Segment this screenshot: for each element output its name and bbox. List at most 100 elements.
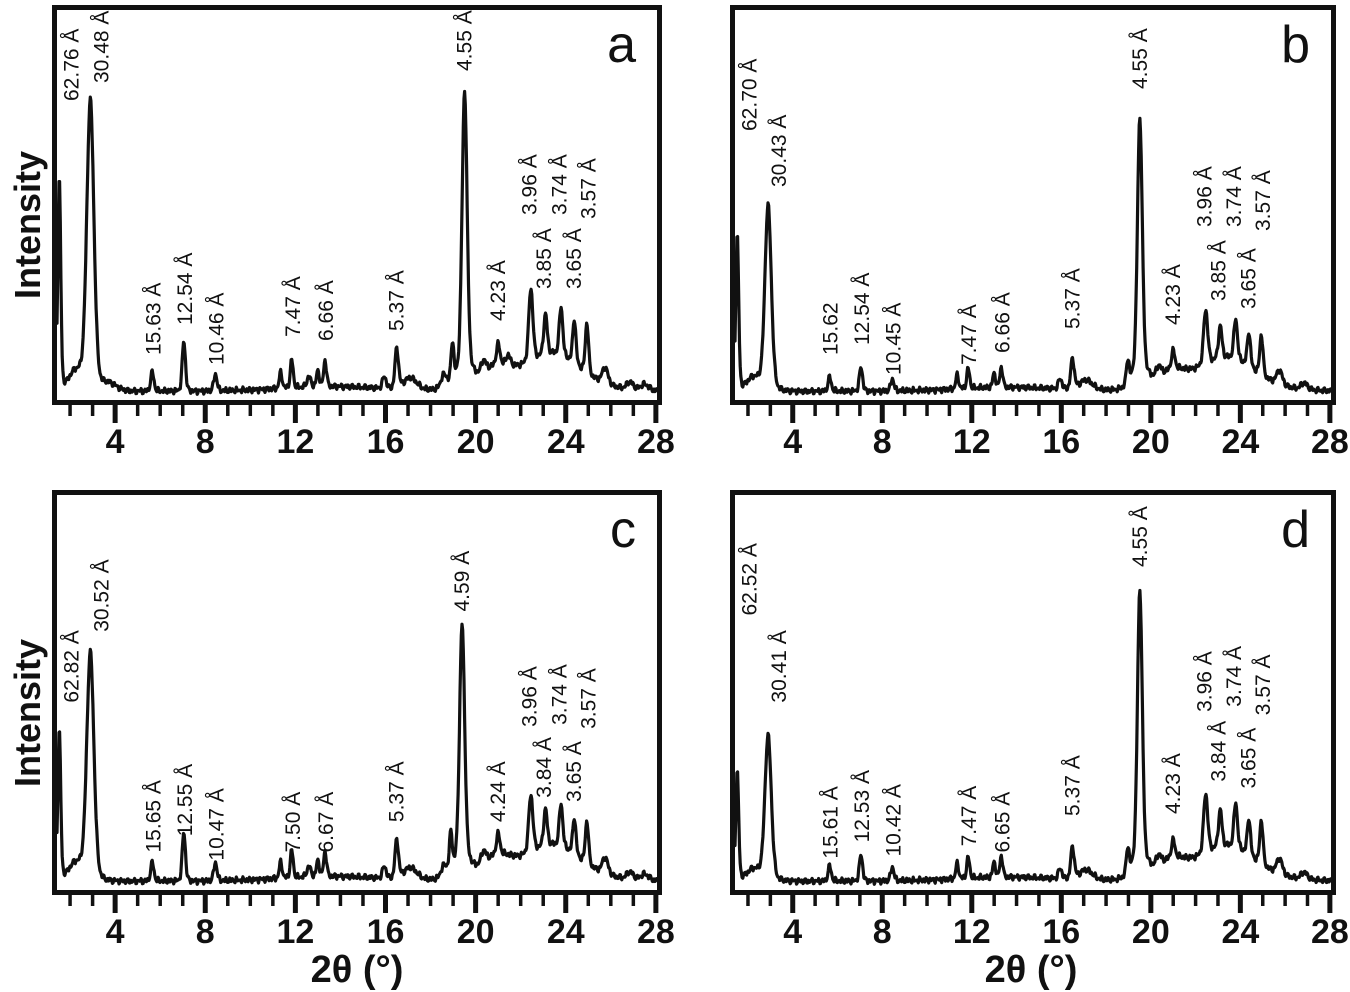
x-tick-label: 24 [1221,913,1259,951]
peak-label: 12.55 Å [174,764,197,836]
x-tick-label: 20 [457,423,495,461]
x-tick-label: 24 [547,423,585,461]
peak-label: 3.74 Å [1223,646,1246,707]
x-axis-label-left: 2θ (°) [310,949,404,991]
peak-label: 15.61 Å [820,786,843,858]
peak-annotations-c: 62.82 Å 30.52 Å 15.65 Å 12.55 Å 10.47 Å 7.50 … [61,551,601,861]
peak-label: 3.57 Å [1252,654,1275,715]
peak-label: 3.65 Å [1238,728,1261,789]
x-tick-label: 4 [106,913,125,951]
plot-frame-b [730,5,1336,405]
x-axis-ticks-c: 4 8 12 16 20 24 28 [68,893,675,951]
peak-annotations-a: 62.76 Å 30.48 Å 15.63 Å 12.54 Å 10.46 Å 7.47 … [61,10,601,365]
peak-label: 3.96 Å [519,154,542,215]
x-tick-label: 4 [783,423,802,461]
diffractogram-curve-d [734,588,1332,886]
x-tick-label: 28 [1311,913,1349,951]
peak-label: 7.47 Å [282,276,305,337]
x-axis-ticks-a: 4 8 12 16 20 24 28 [68,403,675,461]
peak-label: 15.62 [820,302,843,355]
peak-label: 30.48 Å [90,11,113,83]
x-axis-label-right: 2θ (°) [984,949,1078,991]
x-tick-label: 16 [1042,913,1080,951]
peak-label: 4.55 Å [1129,506,1152,567]
x-tick-label: 16 [367,913,405,951]
peak-label: 7.50 Å [282,792,305,853]
peak-label: 3.65 Å [1238,248,1261,309]
diffractogram-curve-c [56,622,658,886]
x-tick-label: 20 [1132,913,1170,951]
peak-label: 3.65 Å [563,741,586,802]
x-tick-label: 8 [873,913,892,951]
x-tick-label: 8 [873,423,892,461]
peak-label: 3.74 Å [1223,166,1246,227]
x-tick-label: 12 [953,423,991,461]
peak-label: 12.53 Å [851,770,874,842]
peak-label: 7.47 Å [958,786,981,847]
y-axis-label-top: Intensity [7,150,48,300]
x-axis-ticks-d: 4 8 12 16 20 24 28 [746,893,1349,951]
x-tick-label: 12 [276,423,314,461]
xrd-panel-d: 4 8 12 16 20 24 28 62.52 Å 30.41 Å 15.61 Å 12.53 Å… [730,490,1349,951]
xrd-panel-a: 4 8 12 16 20 24 28 62.76 Å 30.48 Å 15.63 Å 12.54 Å… [52,5,675,461]
peak-label: 4.59 Å [451,551,474,612]
peak-label: 10.45 Å [882,303,905,375]
peak-label: 30.52 Å [90,559,113,631]
y-axis-label-bottom: Intensity [7,638,48,788]
x-tick-label: 16 [1042,423,1080,461]
diffractogram-curve-a [56,89,658,396]
peak-label: 30.43 Å [768,115,791,187]
peak-label: 62.70 Å [738,59,761,131]
x-tick-label: 12 [953,913,991,951]
peak-label: 3.57 Å [1252,170,1275,231]
peak-label: 4.23 Å [1162,264,1185,325]
peak-annotations-b: 62.70 Å 30.43 Å 15.62 12.54 Å 10.45 Å 7.47 Å 6… [738,28,1275,375]
peak-label: 62.82 Å [61,630,84,702]
peak-label: 3.57 Å [578,668,601,729]
x-tick-label: 12 [276,913,314,951]
plot-area-d [734,588,1332,886]
panel-letter-c: c [610,501,636,559]
peak-label: 3.74 Å [549,154,572,215]
peak-label: 10.46 Å [205,293,228,365]
x-tick-label: 24 [547,913,585,951]
peak-label: 4.55 Å [1129,28,1152,89]
peak-label: 4.24 Å [487,761,510,822]
peak-label: 10.47 Å [205,788,228,860]
peak-label: 5.37 Å [386,761,409,822]
x-tick-label: 16 [367,423,405,461]
peak-label: 5.37 Å [1061,755,1084,816]
peak-label: 62.52 Å [738,543,761,615]
peak-label: 3.96 Å [1193,166,1216,227]
x-tick-label: 28 [637,423,675,461]
peak-label: 3.57 Å [578,158,601,219]
peak-label: 3.84 Å [1208,721,1231,782]
peak-label: 12.54 Å [174,253,197,325]
plot-frame-c [52,490,662,895]
x-tick-label: 4 [106,423,125,461]
panel-letter-a: a [607,16,636,74]
peak-label: 3.74 Å [549,664,572,725]
xrd-panel-b: 4 8 12 16 20 24 28 62.70 Å 30.43 Å 15.62 12.54 Å 10… [730,5,1349,461]
xrd-panel-c: 4 8 12 16 20 24 28 62.82 Å 30.52 Å 15.65 Å 12.55 Å… [52,490,675,951]
peak-label: 30.41 Å [768,630,791,702]
peak-label: 12.54 Å [851,273,874,345]
plot-frame-d [730,490,1336,895]
peak-label: 3.96 Å [1193,651,1216,712]
peak-label: 6.65 Å [991,792,1014,853]
x-tick-label: 28 [637,913,675,951]
peak-label: 3.96 Å [519,666,542,727]
x-tick-label: 28 [1311,423,1349,461]
peak-label: 62.76 Å [61,29,84,101]
peak-label: 6.66 Å [315,280,338,341]
plot-area-a [56,89,658,396]
peak-label: 15.65 Å [142,780,165,852]
x-axis-ticks-b: 4 8 12 16 20 24 28 [746,403,1349,461]
peak-label: 10.42 Å [882,784,905,856]
diffractogram-curve-b [734,116,1332,396]
x-tick-label: 20 [457,913,495,951]
peak-label: 15.63 Å [142,283,165,355]
peak-label: 5.37 Å [1061,268,1084,329]
panel-letter-b: b [1281,16,1310,74]
peak-label: 4.23 Å [487,260,510,321]
